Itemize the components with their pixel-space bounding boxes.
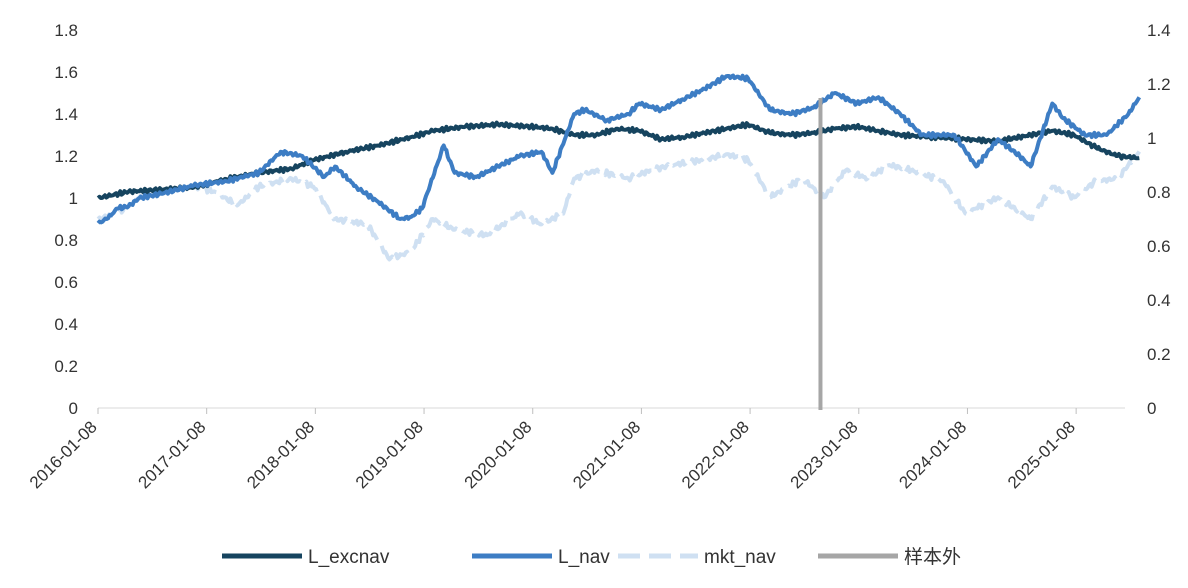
left-y-axis: 0 0.2 0.4 0.6 0.8 1 1.2 1.4 1.6 1.8 — [54, 21, 78, 418]
legend-label: L_excnav — [308, 547, 390, 568]
legend-item-mkt_nav: mkt_nav — [618, 547, 776, 568]
y-right-tick-label: 0.2 — [1147, 345, 1171, 364]
legend-item-样本外: 样本外 — [818, 546, 961, 568]
series-line-mkt_nav — [96, 150, 1141, 263]
y-left-tick-label: 1.2 — [54, 147, 78, 166]
legend-item-L_nav: L_nav — [472, 547, 610, 568]
legend-label: L_nav — [558, 547, 610, 568]
plot-area — [96, 73, 1142, 410]
y-left-tick-label: 1 — [69, 189, 78, 208]
y-left-tick-label: 0.8 — [54, 231, 78, 250]
y-left-tick-label: 1.6 — [54, 63, 78, 82]
legend-item-L_excnav: L_excnav — [222, 547, 390, 568]
y-right-tick-label: 1 — [1147, 129, 1156, 148]
x-axis: 2016-01-08 2017-01-08 2018-01-08 2019-01-08… — [26, 408, 1079, 492]
y-right-tick-label: 0.8 — [1147, 183, 1171, 202]
y-left-tick-label: 1.8 — [54, 21, 78, 40]
legend: L_excnav L_nav mkt_nav 样本外 — [222, 546, 961, 568]
y-right-tick-label: 1.4 — [1147, 21, 1171, 40]
x-tick-label: 2019-01-08 — [352, 417, 427, 492]
y-right-tick-label: 0 — [1147, 399, 1156, 418]
x-tick-label: 2025-01-08 — [1004, 417, 1079, 492]
y-left-tick-label: 0.4 — [54, 315, 78, 334]
series-line-L_nav — [96, 73, 1142, 225]
legend-label: mkt_nav — [704, 547, 776, 568]
y-right-tick-label: 1.2 — [1147, 75, 1171, 94]
x-tick-label: 2016-01-08 — [26, 417, 101, 492]
y-right-tick-label: 0.4 — [1147, 291, 1171, 310]
series-line-L_excnav — [96, 120, 1140, 200]
x-tick-label: 2024-01-08 — [895, 417, 970, 492]
y-left-tick-label: 0 — [69, 399, 78, 418]
x-tick-label: 2022-01-08 — [678, 417, 753, 492]
y-left-tick-label: 1.4 — [54, 105, 78, 124]
legend-label: 样本外 — [904, 546, 961, 568]
x-tick-label: 2017-01-08 — [135, 417, 210, 492]
x-tick-label: 2021-01-08 — [569, 417, 644, 492]
y-left-tick-label: 0.6 — [54, 273, 78, 292]
right-y-axis: 0 0.2 0.4 0.6 0.8 1 1.2 1.4 — [1147, 21, 1171, 418]
x-tick-label: 2023-01-08 — [787, 417, 862, 492]
x-tick-label: 2018-01-08 — [243, 417, 318, 492]
y-right-tick-label: 0.6 — [1147, 237, 1171, 256]
x-tick-label: 2020-01-08 — [461, 417, 536, 492]
y-left-tick-label: 0.2 — [54, 357, 78, 376]
